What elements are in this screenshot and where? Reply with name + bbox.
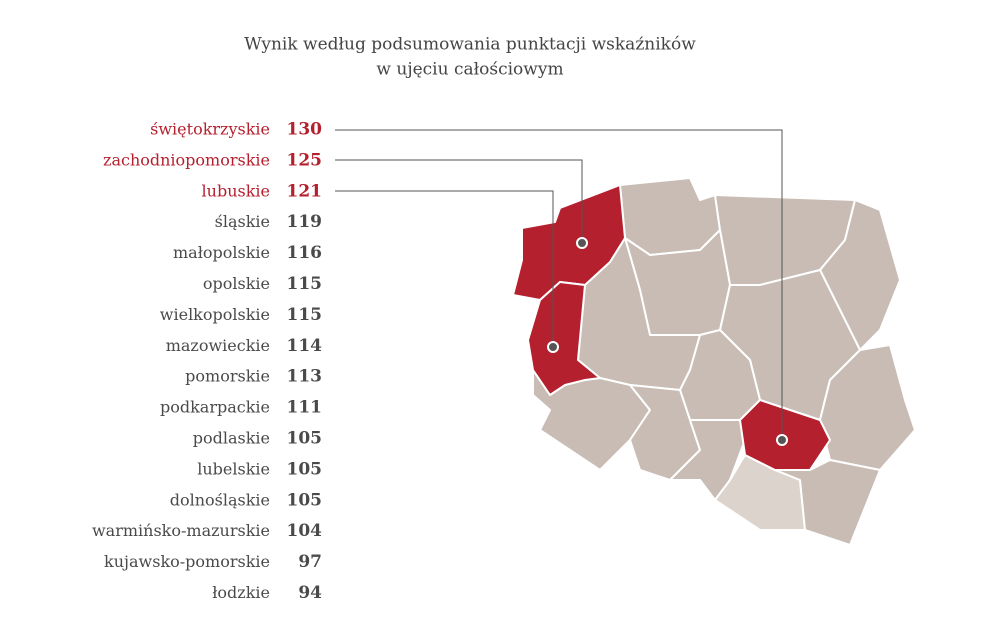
region-name: podlaskie <box>193 429 270 448</box>
region-score: 116 <box>287 243 323 263</box>
region-score: 105 <box>287 429 323 449</box>
region-score: 104 <box>287 521 323 541</box>
region-score: 97 <box>298 552 322 572</box>
region-score: 115 <box>287 305 323 325</box>
region-name: małopolskie <box>173 243 270 262</box>
region-name: dolnośląskie <box>170 490 270 509</box>
region-name: zachodniopomorskie <box>103 150 270 169</box>
region-score: 111 <box>287 398 323 418</box>
region-score: 113 <box>287 367 323 387</box>
connector <box>335 159 583 243</box>
region-name: wielkopolskie <box>160 305 270 324</box>
region-name: podkarpackie <box>160 398 270 417</box>
region-score: 121 <box>287 181 323 201</box>
region-score: 105 <box>287 459 323 479</box>
region-score: 115 <box>287 274 323 294</box>
region-name: pomorskie <box>185 367 270 386</box>
region-name: warmińsko-mazurskie <box>92 521 270 540</box>
title-line: Wynik według podsumowania punktacji wska… <box>244 35 696 55</box>
map <box>335 129 916 546</box>
region-score: 130 <box>287 120 323 140</box>
region-highlighted <box>512 184 626 301</box>
region-score: 105 <box>287 490 323 510</box>
region-score: 114 <box>287 336 323 356</box>
region-highlighted <box>527 281 601 396</box>
marker <box>776 434 788 446</box>
region-score: 125 <box>287 150 323 170</box>
region <box>774 459 881 546</box>
region-name: śląskie <box>215 212 270 231</box>
title-line: w ujęciu całościowym <box>376 60 563 80</box>
region-name: świętokrzyskie <box>150 120 270 139</box>
region-name: łodzkie <box>212 583 270 602</box>
connector <box>335 129 783 440</box>
region-score: 119 <box>287 212 323 232</box>
marker <box>576 237 588 249</box>
region <box>619 177 721 256</box>
region-name: kujawsko-pomorskie <box>104 552 270 571</box>
region-name: opolskie <box>203 274 270 293</box>
region-name: lubelskie <box>197 459 270 478</box>
region-name: mazowieckie <box>166 336 270 355</box>
connector <box>335 190 554 347</box>
marker <box>547 341 559 353</box>
region-name: lubuskie <box>202 181 270 200</box>
region-score: 94 <box>298 583 322 603</box>
